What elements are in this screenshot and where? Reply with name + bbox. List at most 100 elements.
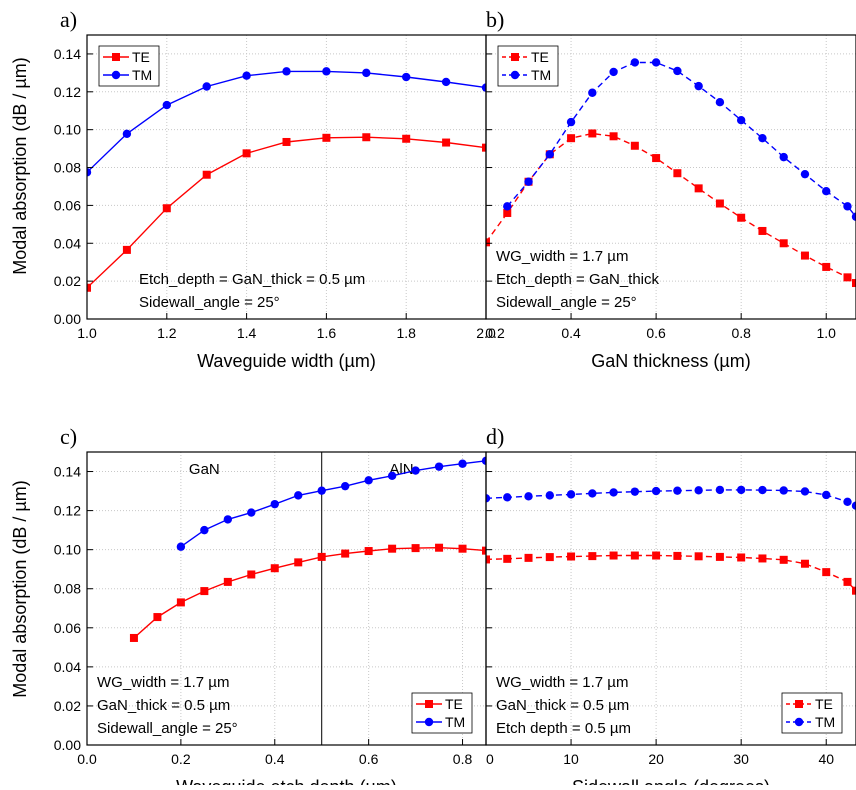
data-point-te [822, 568, 831, 577]
x-tick-label: 1.2 [157, 325, 177, 341]
y-tick-label: 0.10 [54, 122, 81, 138]
data-point-tm [673, 486, 682, 495]
data-point-tm [566, 490, 576, 499]
data-point-tm [294, 491, 303, 500]
data-point-te [545, 553, 554, 562]
data-point-te [322, 133, 331, 142]
legend: TE TM [497, 45, 559, 87]
data-point-tm [736, 485, 746, 495]
data-point-te [411, 544, 420, 553]
y-tick-label: 0.02 [54, 698, 81, 714]
x-axis-label: GaN thickness (µm) [591, 351, 750, 371]
annotation-text: Etch_depth = GaN_thick = 0.5 µm [139, 271, 365, 288]
y-tick-label: 0.12 [54, 84, 81, 100]
legend-label-tm: TM [445, 714, 465, 730]
data-point-te [435, 543, 444, 552]
data-point-te [694, 184, 703, 193]
data-point-te [652, 154, 661, 163]
data-point-tm [481, 456, 486, 465]
data-point-tm [200, 525, 209, 535]
legend-label-tm: TM [815, 714, 835, 730]
data-point-te [843, 577, 852, 586]
data-point-te [567, 552, 576, 561]
data-point-te [503, 208, 512, 217]
data-point-tm [317, 486, 326, 495]
data-point-te [758, 226, 767, 235]
x-tick-label: 0.6 [646, 325, 666, 341]
data-point-te [294, 558, 303, 567]
data-point-te [588, 129, 597, 138]
y-tick-label: 0.02 [54, 273, 81, 289]
legend-label-te: TE [132, 49, 150, 65]
legend: TE TM [781, 692, 843, 734]
data-point-te [503, 554, 512, 563]
x-tick-label: 2.0 [476, 325, 496, 341]
data-point-tm [176, 542, 186, 551]
data-point-tm [800, 487, 810, 496]
data-point-te [364, 547, 373, 556]
data-point-tm [822, 187, 831, 196]
annotation-text: Sidewall_angle = 25° [496, 294, 637, 311]
data-point-tm [843, 497, 852, 507]
data-point-tm [588, 88, 597, 97]
x-tick-label: 10 [563, 751, 579, 767]
panel-label: d) [486, 424, 504, 449]
x-tick-label: 1.6 [317, 325, 337, 341]
series-line-tm [506, 61, 856, 218]
y-tick-label: 0.10 [54, 542, 81, 558]
data-point-tm [545, 150, 554, 159]
data-point-tm [162, 100, 171, 110]
plot-frame [485, 451, 856, 746]
legend-label-tm: TM [132, 67, 152, 83]
y-axis-label-top: Modal absorption (dB / µm) [10, 57, 30, 274]
data-point-tm [503, 202, 512, 211]
data-point-tm [524, 177, 533, 186]
x-tick-label: 1.0 [77, 325, 97, 341]
data-point-te [822, 262, 831, 271]
series-group [486, 485, 856, 595]
legend-label-te: TE [531, 49, 549, 65]
data-point-tm [588, 489, 597, 498]
series-group [486, 58, 856, 288]
data-point-te [486, 555, 490, 564]
data-point-te [129, 633, 138, 642]
legend-box [781, 692, 843, 734]
x-tick-label: 0.6 [359, 751, 379, 767]
data-point-tm [630, 58, 640, 67]
annotation-text: Etch_depth = GaN_thick [496, 271, 660, 288]
x-tick-label: 0.4 [561, 325, 581, 341]
data-point-tm [851, 501, 856, 510]
legend: TE TM [98, 45, 160, 87]
data-point-tm [843, 202, 852, 211]
annotation-text: Sidewall_angle = 25° [139, 294, 280, 311]
data-point-tm [486, 494, 491, 503]
data-point-te [341, 549, 350, 558]
data-point-tm [402, 72, 411, 82]
data-point-te [737, 213, 746, 222]
series-line-tm [486, 489, 856, 507]
legend-marker-te [511, 53, 519, 61]
data-point-tm [609, 67, 618, 77]
x-tick-label: 40 [818, 751, 834, 767]
data-point-te [486, 238, 490, 247]
x-tick-label: 0.0 [77, 751, 97, 767]
y-tick-label: 0.04 [54, 235, 81, 251]
data-point-tm [202, 82, 211, 91]
data-point-tm [545, 491, 554, 500]
panel-label: a) [60, 7, 77, 32]
data-point-tm [800, 169, 810, 179]
data-point-tm [223, 515, 233, 524]
x-tick-label: 1.8 [396, 325, 416, 341]
data-point-tm [651, 486, 661, 496]
data-point-te [482, 143, 486, 152]
data-point-tm [779, 152, 788, 162]
x-tick-label-corner: 0.2 [485, 325, 505, 341]
y-axis-label-bottom: Modal absorption (dB / µm) [10, 480, 30, 697]
x-tick-label: 0 [486, 751, 494, 767]
y-tick-label: 0.06 [54, 620, 81, 636]
data-point-te [800, 251, 809, 260]
data-point-te [458, 544, 467, 553]
data-point-tm [270, 499, 279, 509]
chart-panel-4: 0 10 20 30 40 Sidewall angle (degrees) d) WG_wi… [485, 424, 856, 790]
